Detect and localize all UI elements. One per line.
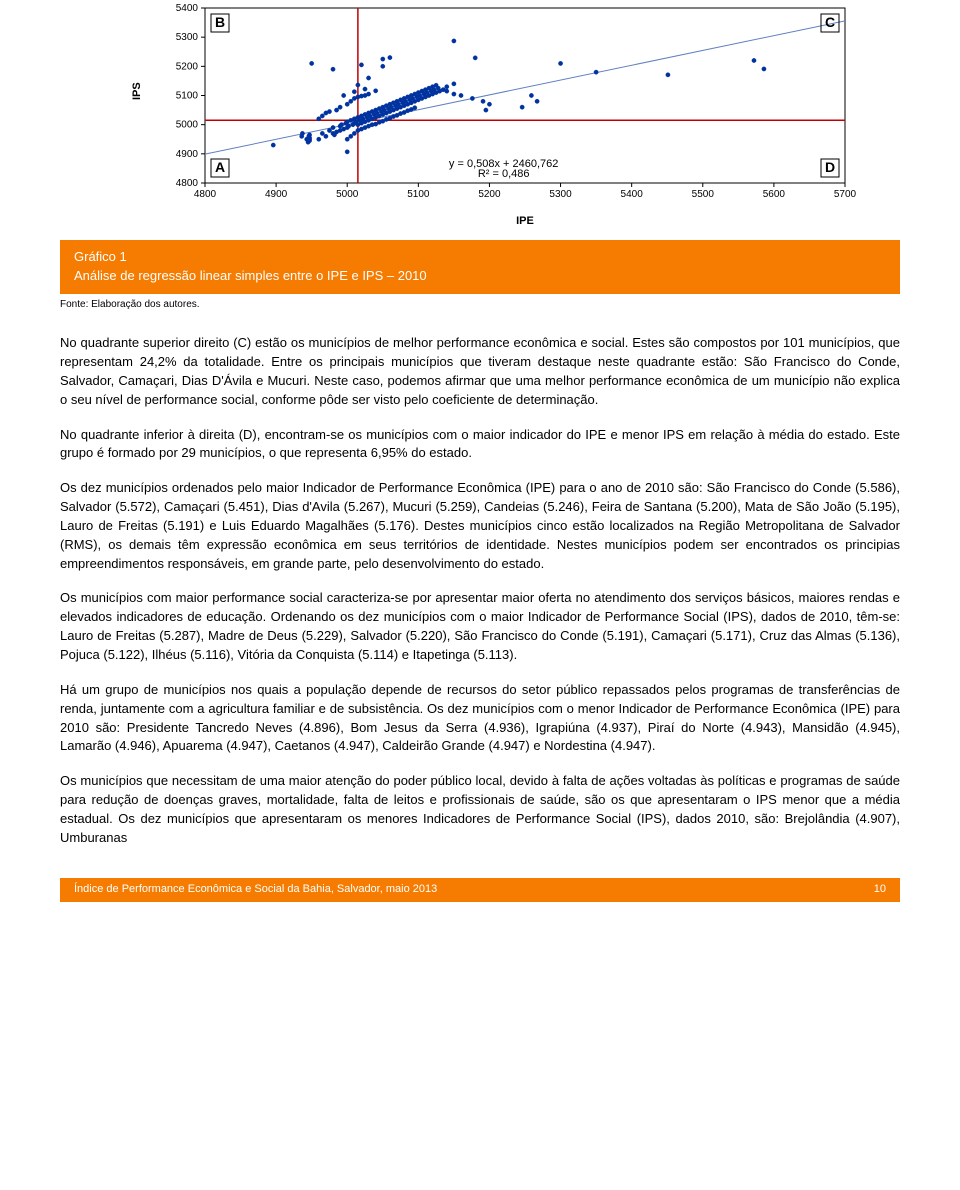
svg-text:5500: 5500 (692, 189, 715, 200)
chart-description: Análise de regressão linear simples entr… (74, 268, 427, 283)
svg-text:5200: 5200 (478, 189, 501, 200)
svg-text:4800: 4800 (176, 178, 199, 189)
body-paragraph-2: No quadrante inferior à direita (D), enc… (60, 426, 900, 464)
svg-text:5200: 5200 (176, 61, 199, 72)
svg-text:5300: 5300 (549, 189, 572, 200)
svg-text:R² = 0,486: R² = 0,486 (478, 168, 530, 180)
svg-text:5400: 5400 (621, 189, 644, 200)
svg-text:4800: 4800 (194, 189, 217, 200)
scatter-plot-svg: 4800 4900 5000 5100 5200 5300 5400 5500 5600 5700… (150, 0, 870, 210)
x-axis-label: IPE (150, 214, 900, 230)
body-paragraph-4: Os municípios com maior performance soci… (60, 589, 900, 664)
regression-chart: IPS 4800 4900 5000 5100 5200 5300 5400 5500 5600… (60, 0, 900, 230)
footer-title: Índice de Performance Econômica e Social… (74, 882, 437, 898)
svg-text:4900: 4900 (176, 149, 199, 160)
svg-text:5700: 5700 (834, 189, 857, 200)
body-paragraph-6: Os municípios que necessitam de uma maio… (60, 772, 900, 847)
svg-text:5100: 5100 (176, 91, 199, 102)
svg-text:5000: 5000 (336, 189, 359, 200)
body-paragraph-5: Há um grupo de municípios nos quais a po… (60, 681, 900, 756)
svg-text:5100: 5100 (407, 189, 430, 200)
chart-caption-bar: Gráfico 1 Análise de regressão linear si… (60, 240, 900, 294)
svg-text:5600: 5600 (763, 189, 786, 200)
svg-text:5300: 5300 (176, 32, 199, 43)
page-number: 10 (874, 882, 886, 898)
body-paragraph-3: Os dez municípios ordenados pelo maior I… (60, 479, 900, 573)
svg-text:A: A (215, 159, 225, 175)
chart-source: Fonte: Elaboração dos autores. (60, 298, 900, 313)
svg-text:4900: 4900 (265, 189, 288, 200)
chart-number: Gráfico 1 (74, 248, 886, 267)
svg-text:C: C (825, 14, 835, 30)
svg-text:B: B (215, 14, 225, 30)
svg-text:5400: 5400 (176, 3, 199, 14)
y-axis-label: IPS (130, 82, 146, 100)
svg-text:5000: 5000 (176, 120, 199, 131)
svg-text:D: D (825, 159, 835, 175)
page-footer: Índice de Performance Econômica e Social… (60, 878, 900, 902)
body-paragraph-1: No quadrante superior direito (C) estão … (60, 334, 900, 409)
